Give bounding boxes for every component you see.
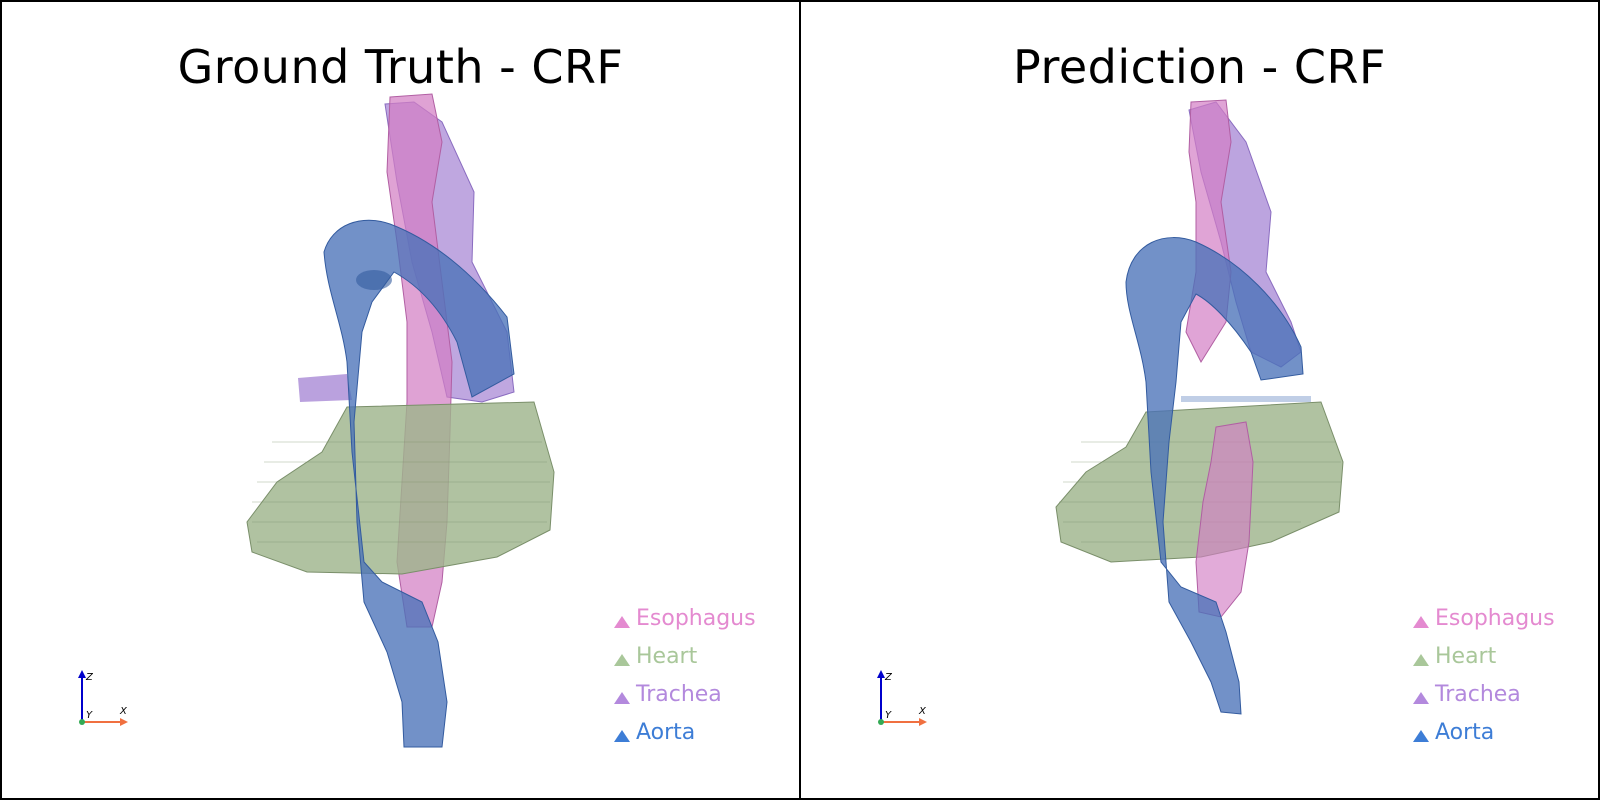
ground-truth-render — [246, 93, 555, 748]
aorta-arch-ring — [356, 270, 392, 290]
axis-label-x: X — [119, 706, 128, 717]
heart-texture — [252, 441, 550, 543]
panel-title: Prediction - CRF — [1013, 40, 1386, 94]
ground-truth-panel: Ground Truth - CRF Z Y X — [0, 0, 801, 800]
heart-mesh — [246, 401, 555, 575]
prediction-render — [1055, 99, 1344, 715]
axis-label-y: Y — [885, 710, 892, 721]
legend-label: Esophagus — [1435, 606, 1555, 631]
orientation-axes: Z Y X — [877, 670, 927, 726]
aorta-gap-shadow — [1181, 396, 1311, 402]
legend-label: Aorta — [636, 720, 696, 745]
triangle-icon — [1413, 730, 1429, 742]
aorta-mesh — [1125, 237, 1304, 715]
axis-label-z: Z — [884, 672, 893, 683]
legend-label: Heart — [1435, 644, 1497, 669]
aorta-mesh — [323, 219, 515, 748]
triangle-icon — [1413, 692, 1429, 704]
panel-title: Ground Truth - CRF — [177, 40, 624, 94]
heart-mesh — [1055, 401, 1344, 563]
triangle-icon — [1413, 654, 1429, 666]
legend-label: Trachea — [1435, 682, 1521, 707]
orientation-axes: Z Y X — [78, 670, 128, 726]
triangle-icon — [614, 692, 630, 704]
legend-label: Aorta — [1435, 720, 1495, 745]
legend-label: Heart — [636, 644, 698, 669]
prediction-panel: Prediction - CRF Z Y X — [799, 0, 1600, 800]
axis-label-x: X — [918, 706, 927, 717]
legend-label: Esophagus — [636, 606, 756, 631]
axis-label-y: Y — [86, 710, 93, 721]
triangle-icon — [1413, 616, 1429, 628]
legend-label: Trachea — [636, 682, 722, 707]
esophagus-mesh — [1185, 99, 1232, 364]
trachea-branch — [298, 374, 352, 402]
axis-label-z: Z — [85, 672, 94, 683]
triangle-icon — [614, 616, 630, 628]
triangle-icon — [614, 654, 630, 666]
triangle-icon — [614, 730, 630, 742]
